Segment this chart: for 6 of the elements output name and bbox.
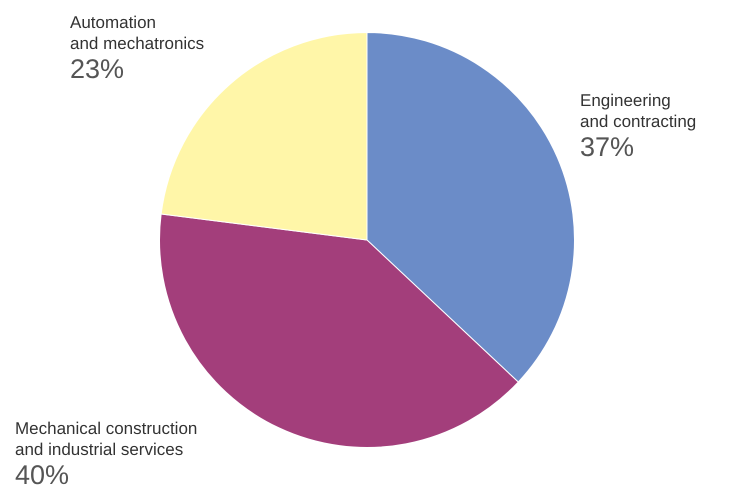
- slice-label: Mechanical construction and industrial services: [15, 418, 198, 460]
- data-label: 40%: [15, 460, 70, 490]
- data-label: 23%: [70, 54, 126, 84]
- slice-label: Automation and mechatronics: [70, 12, 204, 54]
- slice-label: Engineering and contracting: [580, 90, 696, 132]
- data-label: 37%: [580, 132, 636, 162]
